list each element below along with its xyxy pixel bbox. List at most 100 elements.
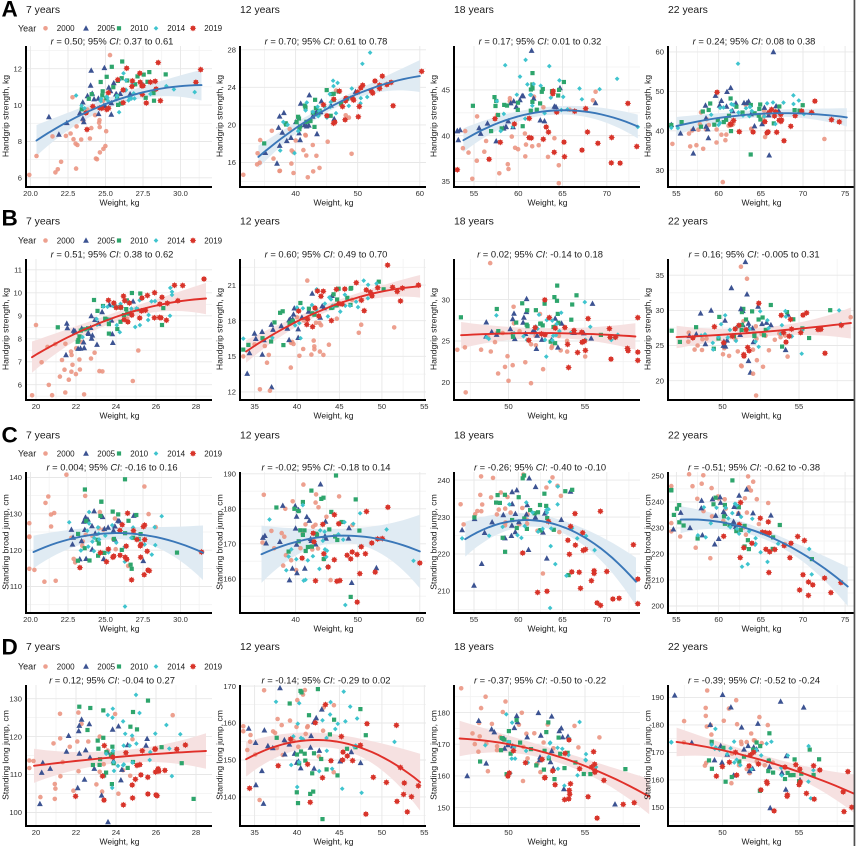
svg-text:2014: 2014 xyxy=(167,449,185,458)
svg-text:22 years: 22 years xyxy=(668,642,708,653)
svg-text:7 years: 7 years xyxy=(26,5,60,16)
svg-text:2019: 2019 xyxy=(204,662,222,671)
svg-text:r = 0.24; 95% CI: 0.08 to 0.38: r = 0.24; 95% CI: 0.08 to 0.38 xyxy=(693,36,816,47)
svg-text:130: 130 xyxy=(9,694,22,703)
svg-text:150: 150 xyxy=(437,803,450,812)
svg-text:r = -0.14; 95% CI: -0.29 to 0.: r = -0.14; 95% CI: -0.29 to 0.02 xyxy=(262,675,391,686)
svg-text:Weight, kg: Weight, kg xyxy=(313,624,353,634)
svg-text:2019: 2019 xyxy=(204,449,222,458)
svg-text:150: 150 xyxy=(223,756,236,765)
svg-text:Weight, kg: Weight, kg xyxy=(741,624,781,634)
svg-text:12 years: 12 years xyxy=(240,642,280,653)
svg-text:2000: 2000 xyxy=(57,236,75,245)
svg-text:250: 250 xyxy=(651,472,664,481)
svg-text:r = -0.26; 95% CI: -0.40 to -0: r = -0.26; 95% CI: -0.40 to -0.10 xyxy=(474,462,606,473)
svg-text:C: C xyxy=(2,423,18,448)
svg-text:28: 28 xyxy=(192,828,200,837)
svg-text:45: 45 xyxy=(335,402,343,411)
svg-text:2005: 2005 xyxy=(97,236,115,245)
svg-text:2005: 2005 xyxy=(97,662,115,671)
svg-text:120: 120 xyxy=(9,546,22,555)
svg-text:160: 160 xyxy=(223,575,236,584)
svg-text:65: 65 xyxy=(757,615,765,624)
svg-text:7 years: 7 years xyxy=(26,217,60,228)
svg-text:130: 130 xyxy=(9,510,22,519)
svg-text:60: 60 xyxy=(416,189,424,198)
svg-text:24: 24 xyxy=(112,828,120,837)
svg-text:Weight, kg: Weight, kg xyxy=(741,837,781,846)
svg-text:50: 50 xyxy=(504,402,512,411)
svg-text:60: 60 xyxy=(656,48,664,57)
svg-text:21: 21 xyxy=(228,281,236,290)
svg-text:Standing long jump, cm: Standing long jump, cm xyxy=(215,710,225,800)
svg-text:60: 60 xyxy=(714,189,722,198)
svg-text:Handgrip strength, kg: Handgrip strength, kg xyxy=(643,75,653,157)
svg-text:8: 8 xyxy=(18,137,22,146)
svg-text:75: 75 xyxy=(841,615,849,624)
svg-text:Weight, kg: Weight, kg xyxy=(527,837,567,846)
svg-text:Standing long jump, cm: Standing long jump, cm xyxy=(1,710,11,800)
svg-text:35: 35 xyxy=(250,828,258,837)
svg-text:Handgrip strength, kg: Handgrip strength, kg xyxy=(429,75,439,157)
svg-text:20: 20 xyxy=(32,828,40,837)
svg-text:35: 35 xyxy=(656,271,664,280)
svg-text:Weight, kg: Weight, kg xyxy=(99,837,139,846)
svg-text:2010: 2010 xyxy=(130,24,148,33)
svg-text:25: 25 xyxy=(656,341,664,350)
svg-text:Weight, kg: Weight, kg xyxy=(527,411,567,421)
svg-text:55: 55 xyxy=(581,828,589,837)
svg-text:2005: 2005 xyxy=(97,449,115,458)
svg-text:30: 30 xyxy=(656,306,664,315)
svg-text:230: 230 xyxy=(651,524,664,533)
svg-text:200: 200 xyxy=(651,602,664,611)
svg-text:20.0: 20.0 xyxy=(23,615,38,624)
svg-text:10: 10 xyxy=(14,289,22,298)
svg-text:18 years: 18 years xyxy=(454,642,494,653)
svg-text:22 years: 22 years xyxy=(668,217,708,228)
svg-text:Handgrip strength, kg: Handgrip strength, kg xyxy=(215,288,225,370)
svg-text:190: 190 xyxy=(651,693,664,702)
svg-text:12 years: 12 years xyxy=(240,217,280,228)
svg-text:50: 50 xyxy=(504,828,512,837)
svg-text:12 years: 12 years xyxy=(240,431,280,442)
svg-text:r = 0.50; 95% CI: 0.37 to 0.61: r = 0.50; 95% CI: 0.37 to 0.61 xyxy=(51,36,174,47)
svg-text:18 years: 18 years xyxy=(454,431,494,442)
svg-text:27.5: 27.5 xyxy=(136,189,151,198)
svg-text:190: 190 xyxy=(223,469,236,478)
svg-text:25: 25 xyxy=(442,337,450,346)
svg-text:18: 18 xyxy=(228,316,236,325)
svg-text:170: 170 xyxy=(223,540,236,549)
svg-text:Standing long jump, cm: Standing long jump, cm xyxy=(429,710,439,800)
svg-text:240: 240 xyxy=(651,498,664,507)
svg-text:8: 8 xyxy=(18,335,22,344)
svg-text:r = -0.02; 95% CI: -0.18 to 0.: r = -0.02; 95% CI: -0.18 to 0.14 xyxy=(262,462,391,473)
svg-text:120: 120 xyxy=(9,732,22,741)
svg-text:2019: 2019 xyxy=(204,24,222,33)
svg-text:40: 40 xyxy=(293,828,301,837)
svg-text:35: 35 xyxy=(250,402,258,411)
svg-text:r = 0.70; 95% CI: 0.61 to 0.78: r = 0.70; 95% CI: 0.61 to 0.78 xyxy=(265,36,388,47)
svg-text:Weight, kg: Weight, kg xyxy=(313,837,353,846)
svg-text:Weight, kg: Weight, kg xyxy=(741,198,781,208)
svg-text:40: 40 xyxy=(442,131,450,140)
svg-text:55: 55 xyxy=(581,402,589,411)
svg-text:12: 12 xyxy=(228,388,236,397)
svg-text:20: 20 xyxy=(228,121,236,130)
svg-text:210: 210 xyxy=(437,587,450,596)
svg-text:12: 12 xyxy=(14,64,22,73)
svg-text:r = -0.51; 95% CI: -0.62 to -0: r = -0.51; 95% CI: -0.62 to -0.38 xyxy=(688,462,820,473)
svg-text:55: 55 xyxy=(795,402,803,411)
svg-text:18 years: 18 years xyxy=(454,217,494,228)
svg-text:7: 7 xyxy=(18,358,22,367)
svg-text:22.5: 22.5 xyxy=(61,615,76,624)
svg-text:40: 40 xyxy=(293,402,301,411)
svg-text:Weight, kg: Weight, kg xyxy=(99,411,139,421)
svg-text:55: 55 xyxy=(470,189,478,198)
svg-text:60: 60 xyxy=(416,615,424,624)
svg-text:2005: 2005 xyxy=(97,24,115,33)
svg-text:r = -0.39; 95% CI: -0.52 to -0: r = -0.39; 95% CI: -0.52 to -0.24 xyxy=(688,675,820,686)
svg-text:6: 6 xyxy=(18,380,22,389)
svg-text:2019: 2019 xyxy=(204,236,222,245)
svg-text:27.5: 27.5 xyxy=(136,615,151,624)
svg-text:55: 55 xyxy=(470,615,478,624)
